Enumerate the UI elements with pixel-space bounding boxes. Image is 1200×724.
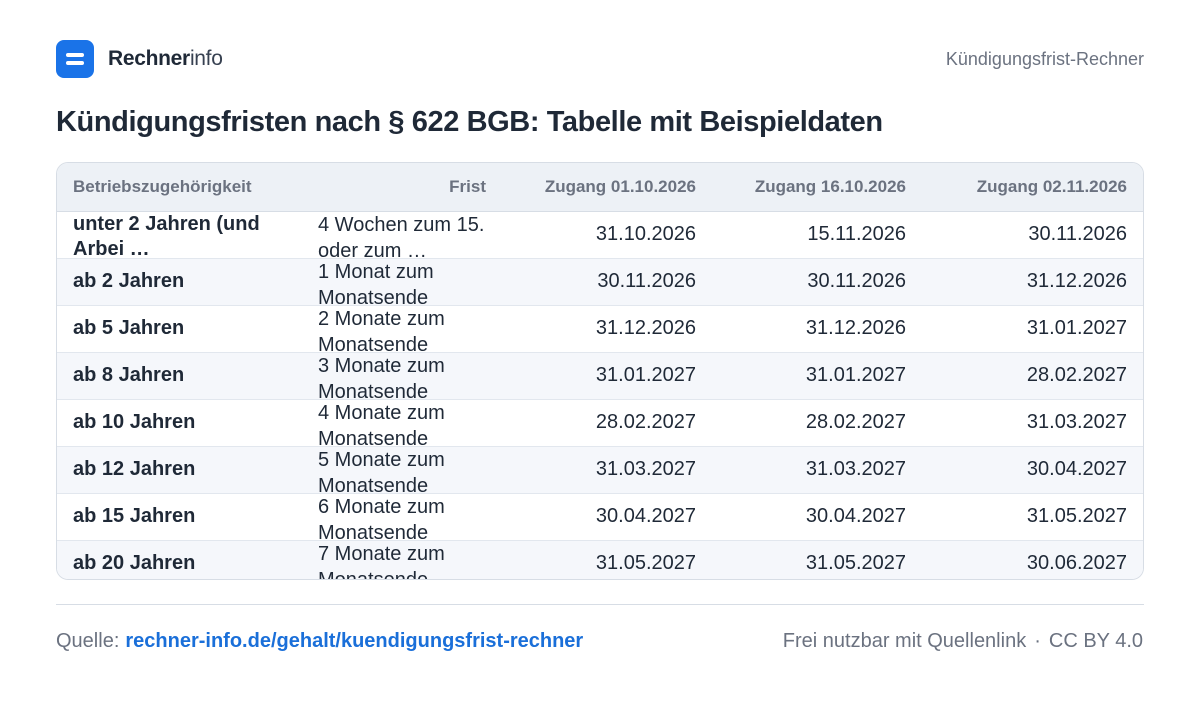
- cell-date-1: 31.03.2027: [502, 445, 712, 493]
- table-header-row: Betriebszugehörigkeit Frist Zugang 01.10…: [57, 163, 1143, 212]
- cell-date-3: 30.06.2027: [922, 539, 1143, 579]
- footer-divider: [56, 604, 1144, 605]
- cell-date-2: 31.05.2027: [712, 539, 922, 579]
- logo-text-light: info: [189, 47, 223, 70]
- cell-zugehoerigkeit: ab 5 Jahren: [57, 304, 302, 352]
- table-row: unter 2 Jahren (und Arbei … 4 Wochen zum…: [57, 211, 1143, 258]
- cell-frist-text: 3 Monate zum Monatsende: [318, 354, 445, 399]
- logo-bar-top: [66, 53, 84, 57]
- cell-zugehoerigkeit-text: ab 15 Jahren: [73, 505, 196, 527]
- source-label: Quelle:: [56, 630, 120, 652]
- cell-zugehoerigkeit-text: ab 12 Jahren: [73, 458, 196, 480]
- cell-frist: 5 Monate zum Monatsende: [302, 445, 502, 493]
- cell-date-3: 31.03.2027: [922, 398, 1143, 446]
- kuendigungsfristen-table: Betriebszugehörigkeit Frist Zugang 01.10…: [56, 162, 1144, 580]
- table-row: ab 15 Jahren 6 Monate zum Monatsende 30.…: [57, 492, 1143, 540]
- cell-date-2: 28.02.2027: [712, 398, 922, 446]
- page-header: Rechnerinfo Kündigungsfrist-Rechner: [56, 40, 1144, 78]
- cell-frist: 2 Monate zum Monatsende: [302, 304, 502, 352]
- license-name: CC BY 4.0: [1048, 630, 1143, 652]
- footer-license: Frei nutzbar mit Quellenlink · CC BY 4.0: [783, 630, 1143, 653]
- cell-frist: 7 Monate zum Monatsende: [302, 539, 502, 580]
- cell-frist-text: 6 Monate zum Monatsende: [318, 495, 445, 540]
- cell-frist: 1 Monat zum Monatsende: [302, 257, 502, 305]
- column-header-betriebszugehoerigkeit: Betriebszugehörigkeit: [57, 163, 302, 212]
- cell-date-2: 30.11.2026: [712, 257, 922, 305]
- license-separator: ·: [1034, 630, 1041, 652]
- cell-date-3: 30.04.2027: [922, 445, 1143, 493]
- cell-date-2: 30.04.2027: [712, 492, 922, 540]
- cell-frist: 6 Monate zum Monatsende: [302, 492, 502, 540]
- cell-date-3: 31.01.2027: [922, 304, 1143, 352]
- column-header-zugang-2: Zugang 16.10.2026: [712, 163, 922, 212]
- cell-date-1: 31.01.2027: [502, 351, 712, 399]
- column-header-frist: Frist: [302, 163, 502, 212]
- logo-wordmark[interactable]: Rechnerinfo: [108, 46, 223, 72]
- cell-date-1: 30.04.2027: [502, 492, 712, 540]
- cell-date-3: 31.05.2027: [922, 492, 1143, 540]
- cell-zugehoerigkeit-text: ab 8 Jahren: [73, 364, 185, 386]
- cell-frist: 3 Monate zum Monatsende: [302, 351, 502, 399]
- logo-text-strong: Rechner: [108, 47, 190, 70]
- column-header-zugang-3: Zugang 02.11.2026: [922, 163, 1143, 212]
- source-link[interactable]: rechner-info.de/gehalt/kuendigungsfrist-…: [125, 630, 584, 652]
- cell-date-3: 31.12.2026: [922, 257, 1143, 305]
- table-row: ab 10 Jahren 4 Monate zum Monatsende 28.…: [57, 398, 1143, 446]
- cell-zugehoerigkeit-text: ab 2 Jahren: [73, 270, 185, 292]
- cell-zugehoerigkeit-text: ab 10 Jahren: [73, 411, 196, 433]
- cell-frist: 4 Monate zum Monatsende: [302, 398, 502, 446]
- cell-frist-text: 7 Monate zum Monatsende: [318, 542, 445, 580]
- table-row: ab 12 Jahren 5 Monate zum Monatsende 31.…: [57, 445, 1143, 493]
- cell-frist-text: 4 Monate zum Monatsende: [318, 401, 445, 446]
- logo-bar-bottom: [66, 61, 84, 65]
- cell-zugehoerigkeit-text: ab 20 Jahren: [73, 552, 196, 574]
- cell-date-2: 31.01.2027: [712, 351, 922, 399]
- cell-frist-text: 1 Monat zum Monatsende: [318, 260, 434, 305]
- cell-frist-text: 4 Wochen zum 15. oder zum …: [318, 213, 485, 258]
- cell-date-3: 30.11.2026: [1028, 223, 1127, 245]
- cell-date-1: 28.02.2027: [502, 398, 712, 446]
- page-title: Kündigungsfristen nach § 622 BGB: Tabell…: [56, 106, 883, 138]
- cell-date-2: 15.11.2026: [807, 223, 906, 245]
- table-row: ab 5 Jahren 2 Monate zum Monatsende 31.1…: [57, 304, 1143, 352]
- cell-zugehoerigkeit: ab 2 Jahren: [57, 257, 302, 305]
- table-row: ab 20 Jahren 7 Monate zum Monatsende 31.…: [57, 539, 1143, 580]
- cell-date-1: 30.11.2026: [502, 257, 712, 305]
- cell-date-1: 31.10.2026: [595, 223, 696, 245]
- table-row: ab 2 Jahren 1 Monat zum Monatsende 30.11…: [57, 257, 1143, 305]
- cell-date-3: 28.02.2027: [922, 351, 1143, 399]
- cell-date-2: 31.03.2027: [712, 445, 922, 493]
- cell-zugehoerigkeit-text: ab 5 Jahren: [73, 317, 185, 339]
- cell-date-2: 31.12.2026: [712, 304, 922, 352]
- column-header-zugang-1: Zugang 01.10.2026: [502, 163, 712, 212]
- cell-zugehoerigkeit: ab 12 Jahren: [57, 445, 302, 493]
- cell-zugehoerigkeit: ab 15 Jahren: [57, 492, 302, 540]
- license-text: Frei nutzbar mit Quellenlink: [782, 630, 1027, 652]
- cell-frist: 4 Wochen zum 15. oder zum …: [302, 211, 502, 258]
- cell-zugehoerigkeit: unter 2 Jahren (und Arbei …: [57, 211, 302, 258]
- cell-frist-text: 5 Monate zum Monatsende: [318, 448, 445, 493]
- cell-zugehoerigkeit: ab 10 Jahren: [57, 398, 302, 446]
- cell-zugehoerigkeit: ab 20 Jahren: [57, 539, 302, 579]
- cell-zugehoerigkeit: ab 8 Jahren: [57, 351, 302, 399]
- cell-frist-text: 2 Monate zum Monatsende: [318, 307, 445, 352]
- logo-icon[interactable]: [56, 40, 94, 78]
- cell-date-1: 31.12.2026: [502, 304, 712, 352]
- cell-zugehoerigkeit-text: unter 2 Jahren (und Arbei …: [73, 212, 260, 258]
- cell-date-1: 31.05.2027: [502, 539, 712, 579]
- footer-source: Quelle: rechner-info.de/gehalt/kuendigung…: [56, 630, 583, 653]
- table-row: ab 8 Jahren 3 Monate zum Monatsende 31.0…: [57, 351, 1143, 399]
- page-subtitle: Kündigungsfrist-Rechner: [945, 49, 1144, 69]
